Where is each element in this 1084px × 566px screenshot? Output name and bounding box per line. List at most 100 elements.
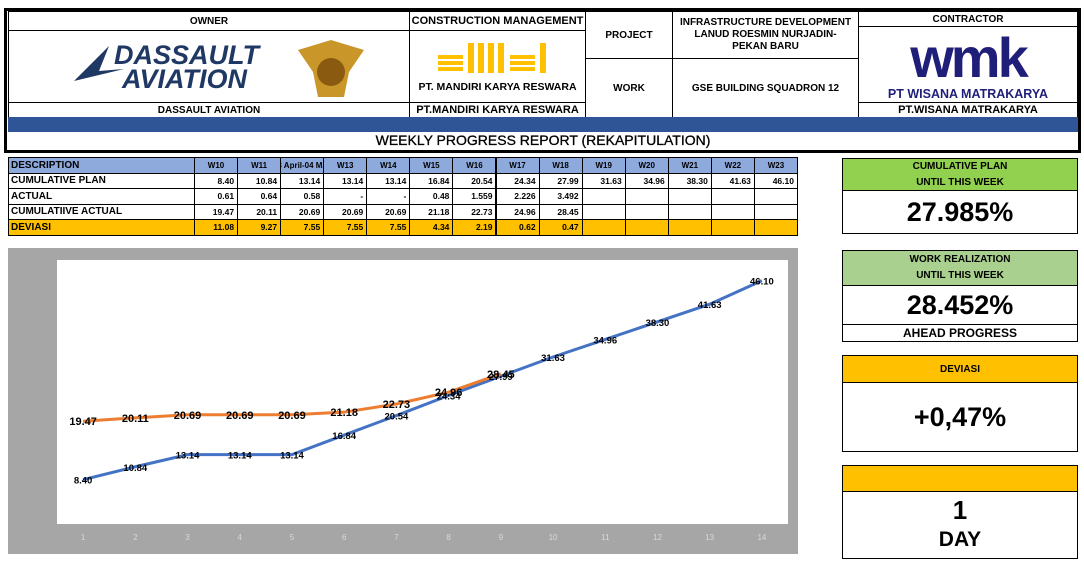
x-tick-label: 11 <box>601 533 610 542</box>
table-cell: 0.47 <box>538 219 583 236</box>
table-header: W13 <box>323 157 368 174</box>
data-label: 24.96 <box>435 387 463 399</box>
line: LANUD ROESMIN NURJADIN- <box>694 29 837 40</box>
x-tick-label: 6 <box>342 533 347 542</box>
data-label: 20.11 <box>122 413 149 425</box>
data-label: 13.14 <box>176 451 200 462</box>
data-label: 20.54 <box>385 412 409 423</box>
table-cell: 10.84 <box>237 172 282 189</box>
x-tick-label: 10 <box>549 533 558 542</box>
data-label: 24.34 <box>437 391 461 402</box>
x-tick-label: 4 <box>238 533 243 542</box>
table-header: W10 <box>194 157 239 174</box>
table-cell: 13.14 <box>323 172 368 189</box>
table-cell: 0.48 <box>409 188 454 205</box>
x-tick-label: 3 <box>185 533 190 542</box>
x-tick-label: 5 <box>290 533 295 542</box>
table-cell: 16.84 <box>409 172 454 189</box>
data-label: 27.99 <box>489 372 513 383</box>
table-cell: - <box>366 188 411 205</box>
data-label: 38.30 <box>646 318 670 329</box>
table-cell: 31.63 <box>581 172 626 189</box>
owner-logo: DASSAULT AVIATION <box>114 40 259 93</box>
line: INFRASTRUCTURE DEVELOPMENT <box>679 17 852 28</box>
data-label: 10.84 <box>123 463 147 474</box>
data-label: 13.14 <box>280 451 304 462</box>
data-label: 19.47 <box>69 416 97 428</box>
contractor-logo: wmk <box>910 26 1029 89</box>
table-cell: - <box>323 188 368 205</box>
data-label: 41.63 <box>698 300 722 311</box>
table-header: W21 <box>667 157 712 174</box>
cm-bars <box>438 43 546 73</box>
row-label: CUMULATIIVE ACTUAL <box>8 203 195 220</box>
data-label: 22.73 <box>383 399 411 411</box>
table-cell: 34.96 <box>624 172 669 189</box>
table-cell: 0.62 <box>495 219 540 236</box>
data-label: 34.96 <box>593 335 617 346</box>
table-cell: 2.226 <box>495 188 540 205</box>
table-header: W23 <box>753 157 798 174</box>
table-cell: 46.10 <box>753 172 798 189</box>
emblem <box>298 40 364 97</box>
plane-icon <box>74 46 124 81</box>
blue-band <box>8 117 1078 132</box>
table-header: W18 <box>538 157 583 174</box>
row-label: DEVIASI <box>8 219 195 236</box>
table-header: W14 <box>366 157 411 174</box>
table-cell: 7.55 <box>280 219 325 236</box>
header-frame <box>4 8 1081 153</box>
table-cell <box>710 219 755 236</box>
table-header: W19 <box>581 157 626 174</box>
table-cell <box>710 188 755 205</box>
table-cell <box>581 219 626 236</box>
table-cell: 7.55 <box>366 219 411 236</box>
table-cell <box>624 203 669 220</box>
line: CUMULATIVE PLAN <box>912 160 1008 172</box>
x-tick-label: 14 <box>757 533 766 542</box>
logo-line: DASSAULT <box>114 40 259 70</box>
dev-value: +0,47% <box>842 382 1078 452</box>
table-header: W15 <box>409 157 454 174</box>
x-tick-label: 13 <box>705 533 714 542</box>
data-label: 21.18 <box>330 407 358 419</box>
owner-logo-cell: DASSAULT AVIATION <box>8 30 410 103</box>
table-header: 3 April-04 Ma <box>280 157 325 174</box>
plan-value: 27.985% <box>842 190 1078 234</box>
table-cell <box>667 188 712 205</box>
x-tick-label: 7 <box>394 533 399 542</box>
table-cell: 0.58 <box>280 188 325 205</box>
table-header: DESCRIPTION <box>8 157 195 174</box>
table-cell: 20.69 <box>280 203 325 220</box>
series-line <box>83 372 502 423</box>
table-cell: 24.96 <box>495 203 540 220</box>
data-label: 13.14 <box>228 451 252 462</box>
data-label: 20.69 <box>174 410 202 422</box>
table-cell: 8.40 <box>194 172 239 189</box>
table-cell: 13.14 <box>280 172 325 189</box>
data-label: 20.69 <box>226 410 254 422</box>
real-note: AHEAD PROGRESS <box>842 324 1078 342</box>
real-value: 28.452% <box>842 285 1078 325</box>
table-cell: 7.55 <box>323 219 368 236</box>
cm-logo: PT. MANDIRI KARYA RESWARA <box>418 81 577 93</box>
table-cell: 20.69 <box>323 203 368 220</box>
real-title: WORK REALIZATION UNTIL THIS WEEK <box>842 250 1078 286</box>
row-label: ACTUAL <box>8 188 195 205</box>
table-cell: 19.47 <box>194 203 239 220</box>
data-label: 8.40 <box>74 476 93 487</box>
table-cell <box>667 219 712 236</box>
days-box: 1 DAY <box>842 491 1078 559</box>
table-cell: 4.34 <box>409 219 454 236</box>
line: WORK REALIZATION <box>909 254 1011 265</box>
table-cell <box>710 203 755 220</box>
plan-title: CUMULATIVE PLAN UNTIL THIS WEEK <box>842 158 1078 191</box>
data-label: 20.69 <box>278 410 306 422</box>
table-cell <box>753 188 798 205</box>
x-tick-label: 9 <box>499 533 504 542</box>
days-title <box>842 465 1078 492</box>
table-cell: 9.27 <box>237 219 282 236</box>
table-cell: 1.559 <box>452 188 497 205</box>
table-cell: 0.64 <box>237 188 282 205</box>
